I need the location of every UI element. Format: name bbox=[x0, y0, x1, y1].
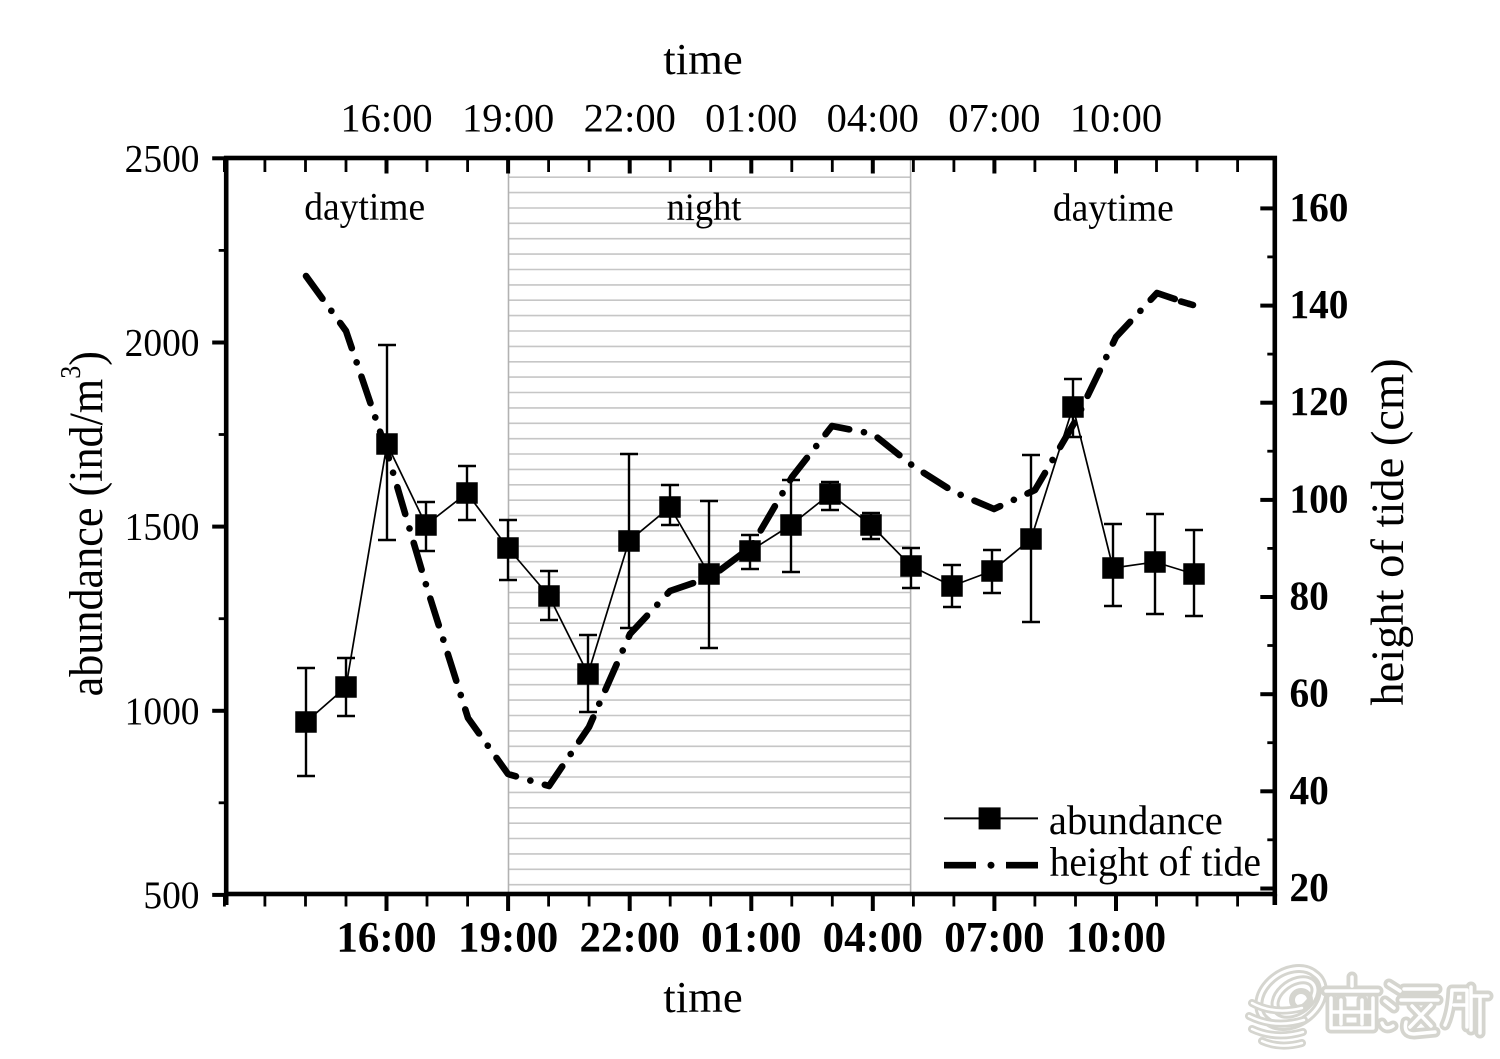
svg-text:height of tide: height of tide bbox=[1050, 839, 1261, 885]
svg-text:daytime: daytime bbox=[1053, 187, 1174, 230]
svg-text:07:00: 07:00 bbox=[944, 915, 1044, 962]
svg-text:abundance (ind/m3): abundance (ind/m3) bbox=[55, 351, 112, 696]
svg-text:22:00: 22:00 bbox=[584, 96, 676, 141]
svg-text:1500: 1500 bbox=[125, 506, 200, 549]
svg-text:10:00: 10:00 bbox=[1070, 96, 1162, 141]
svg-text:140: 140 bbox=[1290, 281, 1349, 327]
svg-text:16:00: 16:00 bbox=[336, 915, 436, 962]
svg-text:120: 120 bbox=[1290, 378, 1349, 424]
svg-text:07:00: 07:00 bbox=[948, 96, 1040, 141]
svg-text:2000: 2000 bbox=[125, 322, 200, 365]
svg-text:time: time bbox=[663, 972, 742, 1022]
svg-text:20: 20 bbox=[1290, 864, 1329, 910]
svg-text:2500: 2500 bbox=[125, 137, 200, 180]
svg-text:04:00: 04:00 bbox=[823, 915, 923, 962]
svg-text:abundance: abundance bbox=[1049, 797, 1223, 843]
svg-text:22:00: 22:00 bbox=[580, 915, 680, 962]
svg-text:time: time bbox=[663, 34, 742, 84]
svg-text:height of tide (cm): height of tide (cm) bbox=[1363, 358, 1414, 705]
svg-text:16:00: 16:00 bbox=[340, 96, 432, 141]
svg-text:19:00: 19:00 bbox=[458, 915, 558, 962]
svg-text:60: 60 bbox=[1290, 670, 1329, 716]
svg-text:80: 80 bbox=[1290, 573, 1329, 619]
svg-text:500: 500 bbox=[143, 874, 199, 917]
svg-text:night: night bbox=[667, 187, 742, 229]
svg-text:19:00: 19:00 bbox=[462, 96, 554, 141]
svg-text:01:00: 01:00 bbox=[701, 915, 801, 962]
svg-text:100: 100 bbox=[1290, 475, 1349, 521]
svg-text:160: 160 bbox=[1290, 184, 1349, 230]
svg-text:01:00: 01:00 bbox=[705, 96, 797, 141]
svg-text:04:00: 04:00 bbox=[827, 96, 919, 141]
svg-text:1000: 1000 bbox=[125, 690, 200, 733]
svg-text:daytime: daytime bbox=[304, 186, 425, 229]
svg-text:40: 40 bbox=[1290, 767, 1329, 813]
svg-text:10:00: 10:00 bbox=[1066, 915, 1166, 962]
